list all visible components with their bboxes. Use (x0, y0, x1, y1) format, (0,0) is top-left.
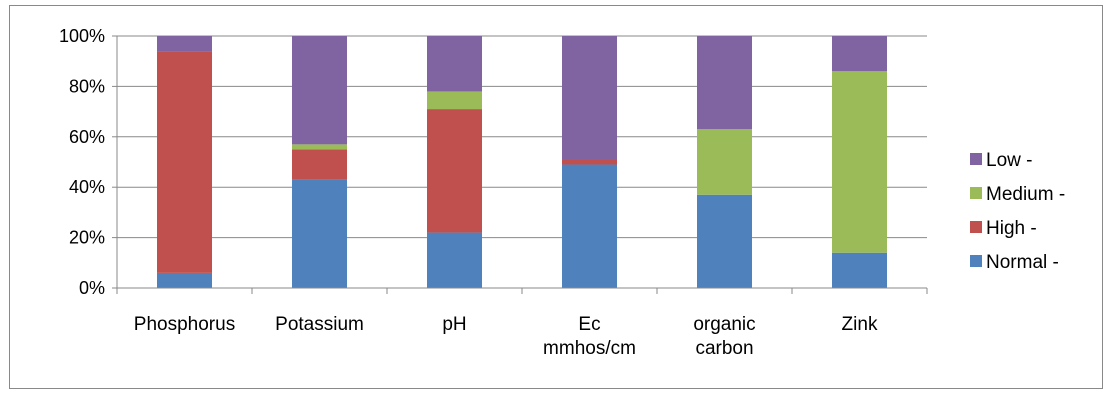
bars (157, 36, 887, 288)
bar-segment (157, 272, 212, 288)
bar-segment (697, 36, 752, 130)
category-label-line: carbon (695, 338, 753, 359)
category-label-line: Ec (578, 314, 600, 335)
category-label-line: mmhos/cm (543, 338, 636, 359)
category-label-line: Phosphorus (134, 314, 235, 335)
bar-segment (157, 51, 212, 273)
y-tick-label: 80% (69, 76, 105, 96)
y-tick-label: 100% (59, 26, 105, 46)
legend-label: Normal - (986, 252, 1059, 273)
category-label: organic carbon (693, 314, 755, 359)
bar-segment (292, 149, 347, 180)
category-label-line: Zink (842, 314, 878, 335)
bar-segment (427, 109, 482, 233)
bar-segment (562, 36, 617, 160)
y-tick-label: 20% (69, 228, 105, 248)
legend-label: Medium - (986, 184, 1065, 205)
gridlines (117, 35, 927, 239)
bar-segment (562, 159, 617, 165)
legend-swatch (970, 221, 982, 233)
bar-segment (697, 129, 752, 195)
bar-segment (427, 232, 482, 288)
bar-segment (157, 36, 212, 52)
bar-segment (292, 144, 347, 150)
legend-swatch (970, 255, 982, 267)
y-tick-label: 0% (79, 278, 105, 298)
category-label: Zink (842, 314, 878, 335)
bar-segment (292, 179, 347, 288)
category-label: pH (442, 314, 466, 335)
category-label: Phosphorus (134, 314, 235, 335)
legend-swatch (970, 153, 982, 165)
legend: Low - Medium - High - Normal - (970, 150, 1065, 273)
bar-segment (562, 164, 617, 288)
y-tick-label: 40% (69, 177, 105, 197)
y-tick-label: 60% (69, 127, 105, 147)
category-label: Ec mmhos/cm (543, 314, 636, 359)
y-tick-labels: 0% 20% 40% 60% 80% 100% (59, 26, 105, 298)
bar-segment (832, 252, 887, 288)
legend-label: Low - (986, 150, 1032, 171)
bar-segment (832, 71, 887, 253)
axes (112, 35, 928, 294)
category-label-line: organic (693, 314, 755, 335)
legend-swatch (970, 187, 982, 199)
category-label: Potassium (275, 314, 364, 335)
bar-segment (427, 36, 482, 92)
bar-segment (697, 194, 752, 288)
bar-segment (427, 91, 482, 110)
legend-label: High - (986, 218, 1037, 239)
category-labels: Phosphorus Potassium pH Ec mmhos/cm organic ca… (134, 314, 878, 359)
category-label-line: Potassium (275, 314, 364, 335)
bar-segment (292, 36, 347, 145)
category-label-line: pH (442, 314, 466, 335)
bar-segment (832, 36, 887, 72)
